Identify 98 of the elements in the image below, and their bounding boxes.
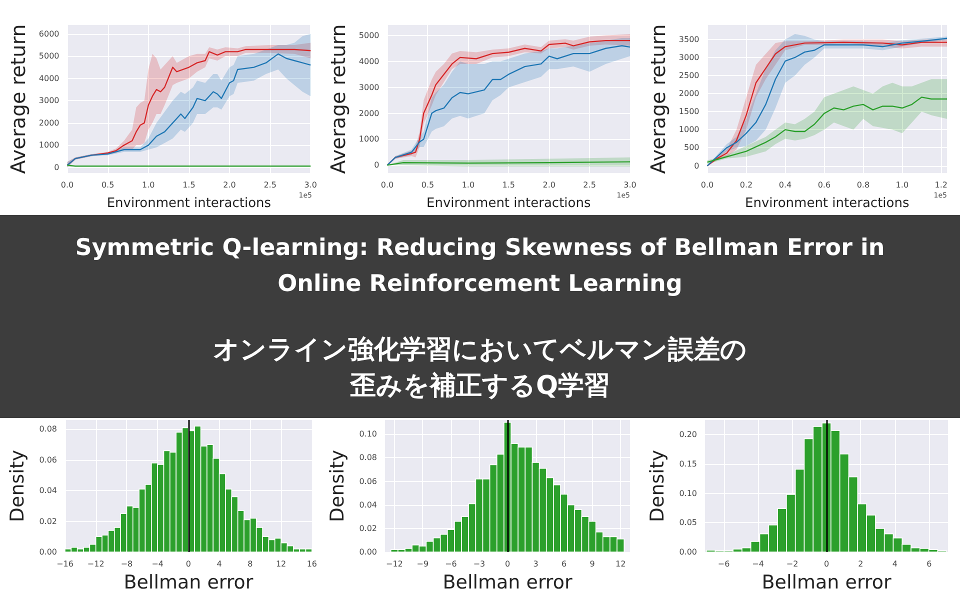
y-tick-label: 0.06 — [39, 455, 57, 464]
y-tick-label: 1000 — [678, 125, 700, 134]
y-tick-label: 3000 — [358, 82, 380, 92]
y-tick-label: 0.10 — [359, 430, 377, 439]
x-tick-label: 6 — [926, 560, 932, 568]
y-tick-label: 0 — [54, 162, 60, 172]
y-tick-label: 3500 — [678, 34, 700, 44]
x-tick-label: 1.5 — [182, 180, 196, 190]
y-axis-title: Average return — [6, 24, 30, 174]
y-tick-label: 0.08 — [39, 424, 57, 434]
y-tick-label: 6000 — [38, 29, 60, 38]
y-tick-label: 2000 — [358, 108, 380, 118]
x-tick-label: 9 — [590, 560, 595, 568]
y-tick-label: 1500 — [678, 107, 700, 116]
x-tick-label: 0.5 — [101, 180, 114, 190]
y-tick-label: 4000 — [358, 56, 380, 66]
x-tick-label: −16 — [56, 560, 74, 568]
y-tick-label: 2000 — [678, 89, 700, 98]
x-tick-label: 6 — [561, 560, 567, 568]
y-axis-title: Density — [326, 450, 348, 522]
y-tick-label: 0.02 — [359, 524, 377, 533]
y-tick-label: 2000 — [38, 118, 60, 128]
x-tick-label: −6 — [445, 560, 457, 568]
x-tick-label: 4 — [892, 560, 898, 568]
y-tick-label: 5000 — [358, 30, 380, 40]
x-tick-label: −2 — [786, 560, 798, 568]
x-tick-label: 2.0 — [223, 180, 236, 190]
x-tick-label: 0.6 — [818, 180, 831, 190]
x-tick-label: 2 — [858, 560, 864, 568]
x-tick-label: 12 — [615, 560, 626, 568]
x-axis-title: Environment interactions — [426, 196, 591, 211]
y-tick-label: 0.04 — [39, 486, 57, 496]
x-tick-label: 3.0 — [304, 180, 318, 190]
x-tick-label: 4 — [216, 560, 222, 568]
x-tick-label: 1.2 — [934, 180, 948, 190]
x-axis-title: Environment interactions — [745, 196, 910, 211]
y-tick-label: 2500 — [678, 71, 700, 80]
line-series — [706, 96, 948, 163]
y-tick-label: 0.02 — [39, 516, 57, 526]
x-tick-label: 1.0 — [896, 180, 909, 190]
x-tick-label: −6 — [718, 560, 730, 568]
y-tick-label: 0.00 — [679, 548, 697, 556]
x-tick-label: 8 — [248, 560, 253, 568]
x-tick-label: −8 — [120, 560, 133, 568]
y-tick-label: 1000 — [38, 140, 60, 150]
x-tick-label: 1.0 — [462, 180, 475, 190]
text: オンライン強化学習においてベルマン誤差の歪みを補正するQ学習 — [212, 334, 748, 402]
x-tick-label: 0.0 — [380, 180, 394, 190]
text: Symmetric Q-learning: Reducing Skewness of Bellman Error in Online Reinforcement Learning — [74, 234, 886, 298]
x-tick-label: 0 — [504, 560, 510, 568]
y-tick-label: 0.00 — [39, 548, 57, 556]
y-tick-label: 4000 — [38, 74, 60, 83]
x-tick-label: −4 — [152, 560, 164, 568]
x-axis-title: Bellman error — [762, 571, 892, 594]
x-tick-label: −12 — [87, 560, 104, 568]
x-tick-label: 3 — [533, 560, 538, 568]
x-tick-label: 0.5 — [421, 180, 434, 190]
x-tick-label: 3.0 — [624, 180, 636, 190]
y-axis-title: Density — [6, 450, 28, 522]
x-tick-label: 1.0 — [142, 180, 155, 190]
y-tick-label: 0.08 — [359, 453, 377, 462]
y-tick-label: 3000 — [38, 96, 60, 106]
y-tick-label: 0.04 — [359, 500, 377, 510]
x-tick-label: 0.4 — [778, 180, 792, 190]
y-tick-label: 0 — [694, 161, 700, 170]
x-tick-label: 0.8 — [856, 180, 870, 190]
y-tick-label: 0.00 — [359, 548, 377, 556]
y-tick-label: 0.15 — [679, 460, 697, 468]
x-tick-label: 0.0 — [60, 180, 74, 190]
x-axis-title: Environment interactions — [106, 196, 272, 211]
x-tick-label: 12 — [276, 560, 286, 568]
y-tick-label: 1000 — [358, 134, 380, 144]
y-axis-title: Density — [646, 450, 668, 522]
x-tick-label: 0 — [824, 560, 830, 568]
x-axis-title: Bellman error — [124, 571, 254, 594]
y-tick-label: 0.06 — [359, 476, 377, 486]
y-tick-label: 0.05 — [679, 518, 697, 528]
x-tick-label: −4 — [752, 560, 764, 568]
x-tick-label: 2.5 — [264, 180, 276, 190]
x-tick-label: 0.0 — [700, 180, 714, 190]
x-tick-label: −12 — [386, 560, 403, 568]
x-tick-label: 1.5 — [502, 180, 515, 190]
y-tick-label: 0.20 — [679, 430, 697, 440]
x-tick-label: 2.5 — [583, 180, 596, 190]
x-tick-label: 0.2 — [740, 180, 753, 190]
y-tick-label: 0.10 — [679, 488, 697, 498]
y-tick-label: 3000 — [678, 52, 700, 62]
y-axis-title: Average return — [646, 24, 670, 174]
y-tick-label: 500 — [684, 143, 700, 152]
x-tick-label: 16 — [306, 560, 318, 568]
y-tick-label: 0 — [374, 160, 380, 170]
x-tick-label: −3 — [473, 560, 486, 568]
x-axis-title: Bellman error — [442, 571, 572, 594]
x-tick-label: −9 — [416, 560, 429, 568]
x-tick-label: 0 — [186, 560, 191, 568]
y-tick-label: 5000 — [38, 52, 60, 61]
y-axis-title: Average return — [326, 24, 350, 174]
x-tick-label: 2.0 — [542, 180, 556, 190]
